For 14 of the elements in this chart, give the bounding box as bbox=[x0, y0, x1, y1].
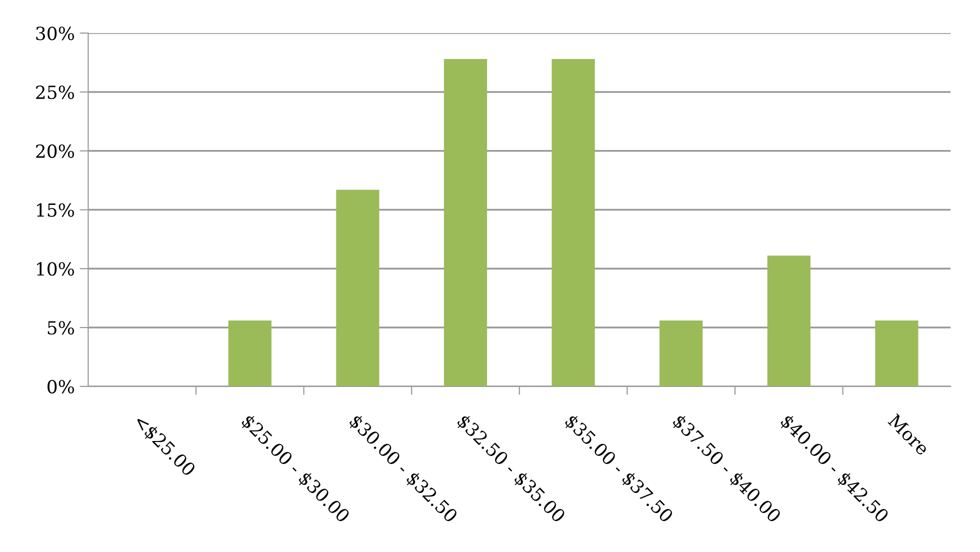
bar bbox=[336, 190, 380, 386]
y-tick-label: 20% bbox=[36, 144, 74, 158]
y-tick-label: 25% bbox=[36, 85, 74, 100]
y-tick-label: 10% bbox=[37, 262, 74, 276]
y-tick-label: 5% bbox=[48, 320, 74, 335]
bar bbox=[875, 320, 918, 386]
y-tick-label: 30% bbox=[36, 26, 74, 40]
bar bbox=[660, 320, 703, 386]
y-tick-label: 15% bbox=[37, 203, 74, 217]
bar bbox=[444, 59, 488, 386]
bar bbox=[552, 59, 595, 386]
bar bbox=[228, 320, 272, 386]
y-tick-label: 0% bbox=[48, 380, 74, 394]
bar bbox=[767, 256, 810, 386]
